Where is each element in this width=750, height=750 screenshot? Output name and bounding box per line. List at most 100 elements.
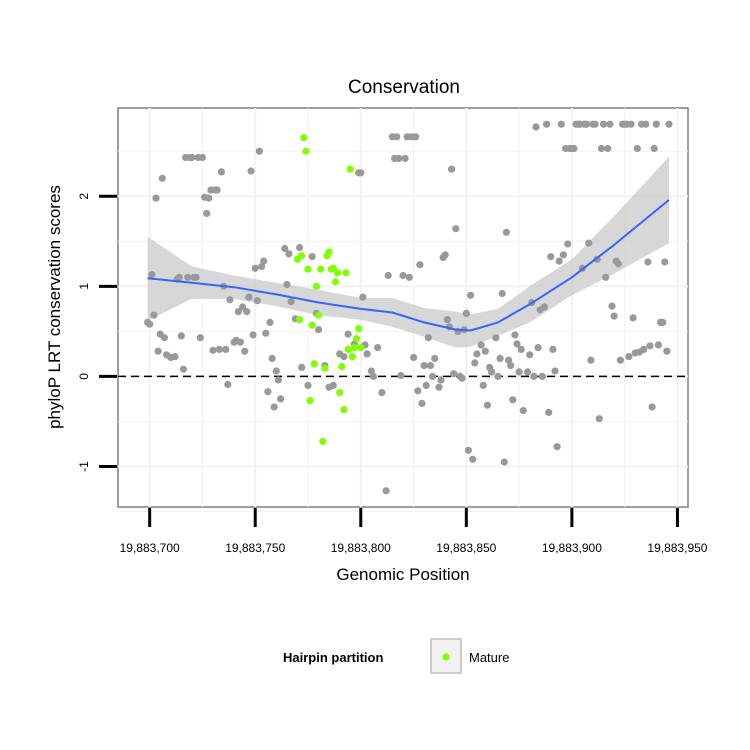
point-other bbox=[410, 353, 418, 362]
point-other bbox=[481, 347, 489, 355]
point-mature bbox=[312, 282, 320, 290]
legend: Hairpin partition Mature bbox=[283, 638, 509, 674]
point-other bbox=[374, 344, 382, 352]
point-other bbox=[405, 273, 413, 281]
y-tick-label: 0 bbox=[77, 373, 91, 380]
point-other bbox=[234, 308, 242, 316]
point-other bbox=[177, 332, 185, 340]
point-other bbox=[429, 372, 437, 380]
point-other bbox=[557, 120, 565, 128]
point-other bbox=[266, 318, 274, 326]
point-other bbox=[209, 346, 217, 354]
point-mature bbox=[317, 265, 325, 273]
point-other bbox=[395, 154, 403, 162]
point-other bbox=[258, 262, 266, 271]
point-other bbox=[226, 296, 234, 304]
point-other bbox=[663, 347, 671, 355]
point-other bbox=[496, 354, 504, 362]
point-other bbox=[585, 239, 593, 247]
x-tick-label: 19,883,700 bbox=[120, 541, 180, 555]
point-other bbox=[213, 186, 221, 194]
point-other bbox=[192, 273, 200, 281]
point-other bbox=[268, 354, 276, 362]
point-other bbox=[146, 320, 154, 328]
y-tick-label: 2 bbox=[77, 193, 91, 200]
point-other bbox=[363, 350, 371, 358]
legend-title: Hairpin partition bbox=[283, 650, 383, 665]
point-other bbox=[469, 455, 477, 463]
point-other bbox=[524, 368, 532, 376]
point-other bbox=[500, 458, 508, 466]
point-other bbox=[296, 244, 304, 252]
y-tick-label: 1 bbox=[77, 283, 91, 290]
point-other bbox=[150, 311, 158, 319]
point-other bbox=[597, 144, 606, 153]
point-other bbox=[308, 253, 316, 261]
point-other bbox=[399, 271, 407, 280]
smooth-line bbox=[147, 199, 670, 332]
point-mature bbox=[329, 264, 337, 272]
y-tick-label: -1 bbox=[77, 461, 91, 472]
point-other bbox=[614, 260, 622, 268]
point-other bbox=[287, 298, 295, 306]
point-other bbox=[606, 120, 614, 128]
point-other bbox=[513, 340, 521, 348]
point-other bbox=[488, 368, 496, 376]
point-other bbox=[498, 289, 506, 298]
x-tick-label: 19,883,800 bbox=[331, 541, 391, 555]
point-other bbox=[357, 169, 365, 177]
loess-line bbox=[147, 199, 670, 332]
point-mature bbox=[336, 389, 344, 397]
point-other bbox=[450, 370, 458, 378]
point-other bbox=[217, 168, 225, 176]
y-axis: -1 0 1 2 bbox=[77, 193, 117, 472]
point-other bbox=[148, 271, 156, 279]
point-other bbox=[473, 350, 481, 358]
point-other bbox=[260, 257, 268, 265]
point-mature bbox=[306, 397, 314, 405]
point-other bbox=[424, 334, 432, 342]
point-other bbox=[285, 250, 293, 258]
point-other bbox=[384, 271, 392, 280]
point-mature bbox=[340, 406, 348, 414]
point-other bbox=[441, 251, 449, 259]
point-other bbox=[492, 334, 500, 342]
point-other bbox=[545, 408, 553, 416]
point-other bbox=[160, 334, 168, 342]
point-other bbox=[547, 253, 555, 261]
point-other bbox=[251, 264, 259, 272]
points-mature bbox=[293, 134, 365, 445]
point-other bbox=[551, 367, 559, 375]
point-other bbox=[315, 326, 323, 334]
point-other bbox=[640, 345, 648, 353]
point-other bbox=[393, 133, 401, 141]
point-other bbox=[298, 363, 306, 371]
point-mature bbox=[321, 364, 329, 372]
point-other bbox=[152, 194, 160, 202]
point-other bbox=[448, 165, 456, 173]
point-other bbox=[600, 120, 608, 128]
point-other bbox=[642, 120, 650, 128]
point-other bbox=[249, 331, 257, 339]
point-other bbox=[543, 120, 551, 128]
point-other bbox=[519, 407, 527, 415]
point-mature bbox=[298, 252, 306, 260]
point-other bbox=[431, 354, 439, 362]
point-other bbox=[205, 194, 213, 202]
x-tick-label: 19,883,850 bbox=[436, 541, 496, 555]
point-other bbox=[616, 356, 625, 364]
point-other bbox=[559, 251, 568, 259]
point-mature bbox=[350, 344, 358, 352]
point-other bbox=[158, 174, 166, 182]
point-other bbox=[467, 291, 475, 299]
point-other bbox=[253, 297, 261, 305]
point-other bbox=[650, 144, 658, 153]
point-other bbox=[222, 345, 230, 353]
point-mature bbox=[338, 362, 346, 371]
point-other bbox=[595, 415, 603, 423]
legend-key-mature bbox=[442, 653, 450, 661]
point-other bbox=[274, 376, 282, 384]
point-other bbox=[281, 244, 289, 253]
point-other bbox=[382, 487, 390, 495]
